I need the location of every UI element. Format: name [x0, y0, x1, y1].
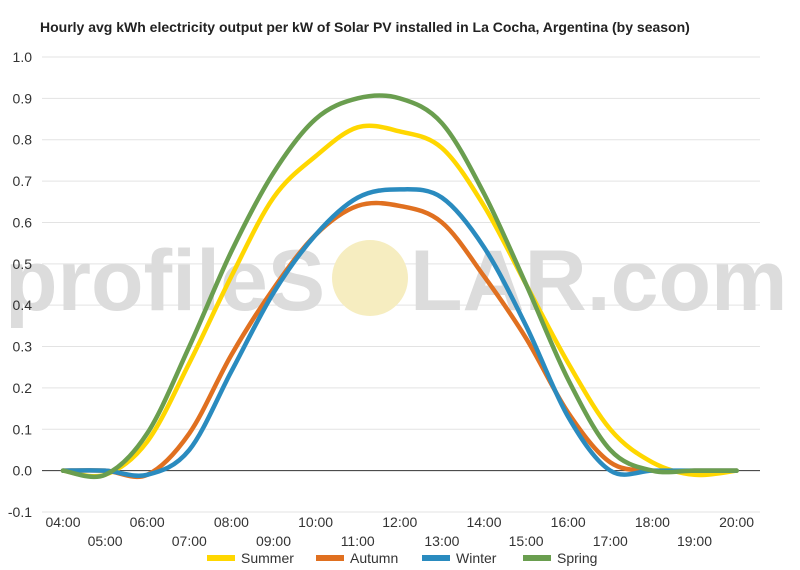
- watermark: profileS LAR.com: [5, 233, 787, 329]
- x-tick-label: 10:00: [298, 514, 333, 530]
- x-tick-label: 05:00: [88, 533, 123, 549]
- y-tick-label: 0.4: [13, 297, 33, 313]
- y-tick-label: 0.1: [13, 421, 33, 437]
- legend: Summer Autumn Winter Spring: [207, 550, 597, 566]
- y-tick-label: -0.1: [8, 504, 32, 520]
- watermark-text-left: profileS: [5, 233, 325, 329]
- legend-label-spring: Spring: [557, 550, 597, 566]
- y-tick-label: 0.5: [13, 256, 33, 272]
- y-tick-label: 0.7: [13, 173, 33, 189]
- x-tick-label: 07:00: [172, 533, 207, 549]
- y-tick-label: 0.0: [13, 463, 33, 479]
- series-line-summer: [60, 123, 739, 479]
- x-tick-label: 06:00: [130, 514, 165, 530]
- legend-swatch-summer: [207, 555, 235, 561]
- y-tick-label: 0.3: [13, 339, 33, 355]
- legend-swatch-spring: [523, 555, 551, 561]
- x-tick-label: 16:00: [551, 514, 586, 530]
- y-tick-label: 0.8: [13, 132, 33, 148]
- x-tick-label: 18:00: [635, 514, 670, 530]
- x-tick-label: 17:00: [593, 533, 628, 549]
- chart-title: Hourly avg kWh electricity output per kW…: [40, 19, 690, 35]
- series-line-winter: [60, 187, 739, 478]
- y-tick-label: 0.9: [13, 90, 33, 106]
- series-line-autumn: [60, 200, 739, 480]
- x-tick-label: 14:00: [466, 514, 501, 530]
- x-tick-label: 12:00: [382, 514, 417, 530]
- legend-swatch-winter: [422, 555, 450, 561]
- legend-label-winter: Winter: [456, 550, 497, 566]
- legend-label-summer: Summer: [241, 550, 294, 566]
- y-tick-label: 0.6: [13, 214, 33, 230]
- x-tick-label: 09:00: [256, 533, 291, 549]
- series-lines: [60, 93, 739, 480]
- y-tick-label: 0.2: [13, 380, 33, 396]
- x-tick-label: 11:00: [341, 533, 375, 549]
- y-tick-label: 1.0: [13, 49, 33, 65]
- x-tick-label: 20:00: [719, 514, 754, 530]
- x-tick-label: 13:00: [424, 533, 459, 549]
- x-tick-label: 04:00: [45, 514, 80, 530]
- legend-swatch-autumn: [316, 555, 344, 561]
- series-line-spring: [60, 93, 739, 480]
- axes: -0.1 0.0 0.1 0.2 0.3 0.4 0.5 0.6 0.7 0.8 0.9 1.0 04:…: [8, 49, 760, 549]
- watermark-sun-icon: [332, 240, 408, 316]
- legend-label-autumn: Autumn: [350, 550, 398, 566]
- x-tick-label: 08:00: [214, 514, 249, 530]
- x-tick-label: 15:00: [509, 533, 544, 549]
- watermark-text-right: LAR.com: [410, 233, 787, 329]
- x-tick-label: 19:00: [677, 533, 712, 549]
